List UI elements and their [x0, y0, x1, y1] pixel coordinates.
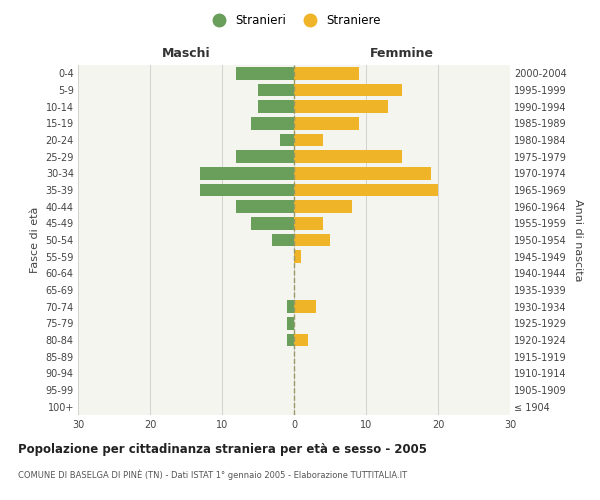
Text: COMUNE DI BASELGA DI PINÈ (TN) - Dati ISTAT 1° gennaio 2005 - Elaborazione TUTTI: COMUNE DI BASELGA DI PINÈ (TN) - Dati IS… — [18, 470, 407, 480]
Bar — [251, 217, 294, 230]
Bar — [294, 117, 359, 130]
Bar — [294, 250, 301, 263]
Bar — [294, 134, 323, 146]
Bar — [294, 100, 388, 113]
Legend: Stranieri, Straniere: Stranieri, Straniere — [202, 10, 386, 32]
Bar — [251, 117, 294, 130]
Bar — [258, 100, 294, 113]
Bar — [200, 167, 294, 179]
Text: Popolazione per cittadinanza straniera per età e sesso - 2005: Popolazione per cittadinanza straniera p… — [18, 442, 427, 456]
Bar — [294, 334, 308, 346]
Bar — [294, 234, 330, 246]
Bar — [280, 134, 294, 146]
Bar — [294, 84, 402, 96]
Bar — [294, 200, 352, 213]
Bar — [294, 67, 359, 80]
Bar — [236, 150, 294, 163]
Y-axis label: Anni di nascita: Anni di nascita — [572, 198, 583, 281]
Bar — [294, 300, 316, 313]
Text: Maschi: Maschi — [161, 47, 211, 60]
Bar — [236, 67, 294, 80]
Bar — [294, 184, 438, 196]
Bar — [236, 200, 294, 213]
Bar — [287, 300, 294, 313]
Bar — [272, 234, 294, 246]
Bar — [294, 150, 402, 163]
Bar — [258, 84, 294, 96]
Bar — [287, 317, 294, 330]
Y-axis label: Fasce di età: Fasce di età — [30, 207, 40, 273]
Bar — [294, 167, 431, 179]
Bar — [200, 184, 294, 196]
Bar — [294, 217, 323, 230]
Text: Femmine: Femmine — [370, 47, 434, 60]
Bar — [287, 334, 294, 346]
